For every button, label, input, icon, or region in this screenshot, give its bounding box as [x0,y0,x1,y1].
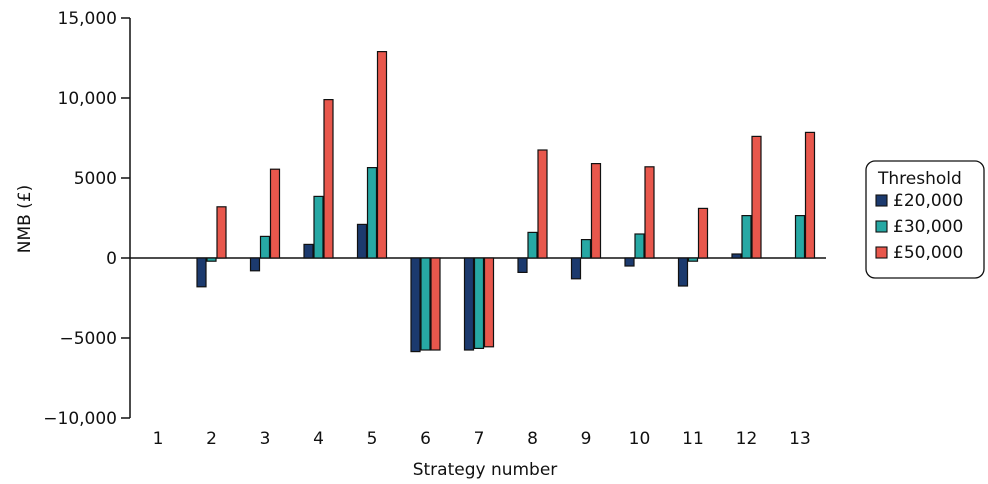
bar [537,149,548,259]
legend-swatch [875,194,888,207]
bar [473,257,485,350]
bar [751,135,762,259]
bar [259,235,271,259]
bar [527,231,538,259]
legend-swatch [875,220,888,233]
y-tick-label: 5000 [74,169,117,189]
bar [634,233,645,259]
x-axis: 1 2 3 4 5 6 7 8 9 10 11 12 13 [130,257,826,449]
bar [517,257,528,273]
y-axis: −10,000 −5000 0 5000 10,000 15,000 [43,9,131,429]
bar [590,163,602,259]
x-tick-label: 13 [789,429,811,449]
legend: Threshold £20,000 £30,000 £50,000 [865,160,985,279]
y-axis-title: NMB (£) [15,185,35,254]
bar [741,215,752,259]
x-tick-label: 5 [367,429,378,449]
x-tick-label: 11 [682,429,704,449]
legend-title: Threshold [877,169,962,189]
x-tick-label: 10 [629,429,651,449]
y-tick-label: −10,000 [43,409,117,429]
bar [644,166,655,259]
x-tick-label: 3 [260,429,271,449]
bar [410,257,421,353]
bar [249,257,261,272]
bar [570,257,582,280]
bars [196,50,816,353]
legend-swatch [875,246,888,259]
legend-box [865,160,985,279]
bar [420,257,431,351]
bar [463,257,475,351]
x-tick-label: 12 [736,429,758,449]
bar [376,50,388,259]
bar [794,215,806,259]
bar [269,168,281,259]
legend-label: £20,000 [893,191,963,211]
bar [356,223,368,259]
bar [216,206,227,259]
x-axis-title: Strategy number [413,460,558,480]
y-tick-label: 10,000 [58,89,117,109]
bar [804,131,816,259]
bar [430,257,441,351]
x-tick-label: 9 [581,429,592,449]
y-tick-label: 0 [106,249,117,269]
x-tick-label: 1 [153,429,164,449]
bar [677,257,689,287]
y-tick-label: −5000 [59,329,117,349]
bar [580,239,592,259]
x-tick-label: 7 [474,429,485,449]
x-tick-label: 6 [420,429,431,449]
x-tick-label: 2 [206,429,217,449]
bar [483,257,495,348]
x-tick-label: 4 [313,429,324,449]
bar [624,257,635,267]
y-tick-label: 15,000 [58,9,117,29]
bar [313,195,324,259]
bar [196,257,207,288]
legend-label: £30,000 [893,217,963,237]
bar [731,253,742,259]
bar [687,257,699,262]
legend-label: £50,000 [893,243,963,263]
bar [697,207,709,259]
bar [303,243,314,259]
x-tick-label: 8 [527,429,538,449]
bar [366,167,378,259]
bar [206,257,217,262]
bar [323,98,334,259]
